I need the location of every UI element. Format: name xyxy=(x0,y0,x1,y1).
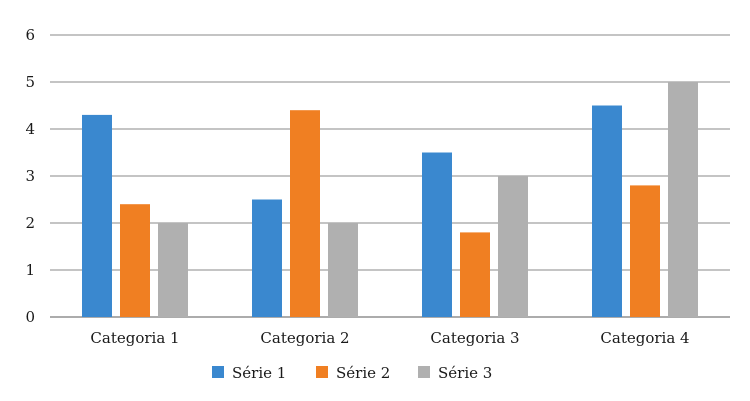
bar-series3-cat2 xyxy=(328,223,358,317)
legend-swatch-series3 xyxy=(418,366,430,378)
bar-series3-cat3 xyxy=(498,176,528,317)
x-category-label: Categoria 4 xyxy=(600,329,689,347)
bar-series1-cat4 xyxy=(592,105,622,317)
legend-label-series2: Série 2 xyxy=(336,364,390,382)
y-tick-label: 2 xyxy=(25,214,35,232)
bar-series2-cat4 xyxy=(630,185,660,317)
legend-swatch-series1 xyxy=(212,366,224,378)
bar-series1-cat3 xyxy=(422,152,452,317)
x-category-label: Categoria 2 xyxy=(260,329,349,347)
legend-label-series1: Série 1 xyxy=(232,364,286,382)
y-tick-label: 5 xyxy=(25,73,35,91)
y-tick-label: 0 xyxy=(25,308,35,326)
bar-series2-cat2 xyxy=(290,110,320,317)
x-category-label: Categoria 1 xyxy=(90,329,179,347)
bar-series1-cat2 xyxy=(252,199,282,317)
y-tick-label: 6 xyxy=(25,26,35,44)
bar-series2-cat3 xyxy=(460,232,490,317)
bar-series3-cat4 xyxy=(668,82,698,317)
y-tick-label: 3 xyxy=(25,167,35,185)
bar-series3-cat1 xyxy=(158,223,188,317)
legend-label-series3: Série 3 xyxy=(438,364,492,382)
bar-series2-cat1 xyxy=(120,204,150,317)
y-tick-label: 1 xyxy=(25,261,35,279)
x-category-label: Categoria 3 xyxy=(430,329,519,347)
bar-series1-cat1 xyxy=(82,114,112,318)
y-tick-label: 4 xyxy=(25,120,35,138)
legend-swatch-series2 xyxy=(316,366,328,378)
